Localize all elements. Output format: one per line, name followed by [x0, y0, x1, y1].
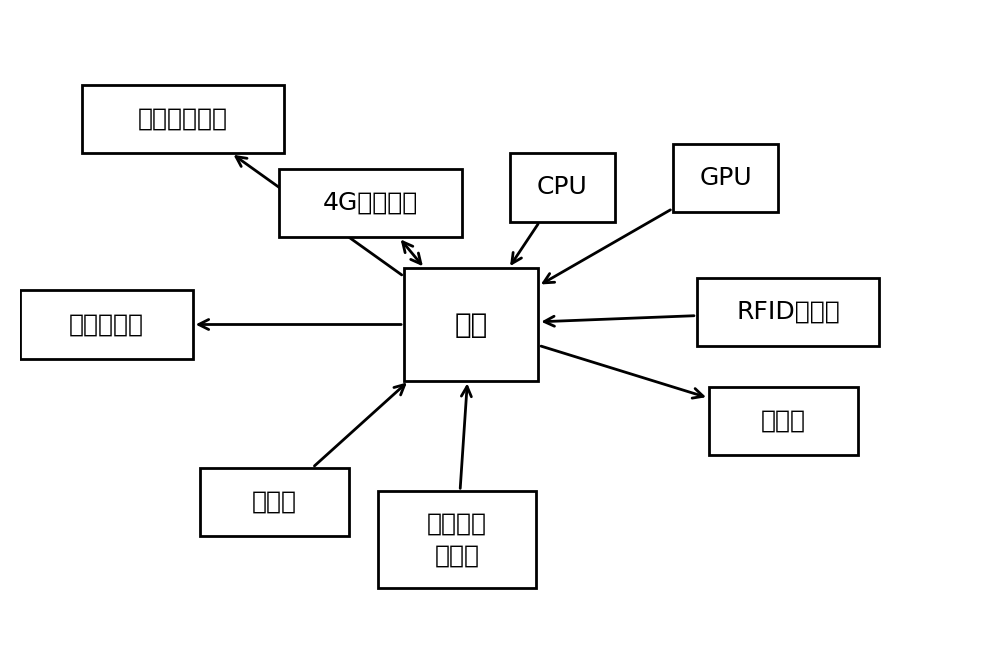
FancyBboxPatch shape	[510, 153, 615, 222]
Text: GPU: GPU	[699, 166, 752, 190]
FancyBboxPatch shape	[20, 290, 193, 359]
FancyBboxPatch shape	[709, 387, 858, 456]
FancyBboxPatch shape	[673, 144, 778, 212]
Text: 北斗定位系统: 北斗定位系统	[138, 107, 228, 131]
Text: RFID读卡器: RFID读卡器	[736, 300, 840, 324]
FancyBboxPatch shape	[378, 491, 536, 588]
Text: 海拔高度
传感器: 海拔高度 传感器	[427, 511, 487, 567]
Text: 无人机主体: 无人机主体	[69, 313, 144, 336]
Text: 主板: 主板	[455, 310, 488, 339]
FancyBboxPatch shape	[200, 468, 349, 536]
Text: 4G数据透传: 4G数据透传	[323, 191, 418, 215]
FancyBboxPatch shape	[82, 84, 284, 153]
FancyBboxPatch shape	[697, 278, 879, 347]
Text: 摄像头: 摄像头	[252, 490, 297, 514]
Text: CPU: CPU	[537, 175, 588, 199]
FancyBboxPatch shape	[279, 169, 462, 238]
FancyBboxPatch shape	[404, 269, 538, 380]
Text: 蜂鸣器: 蜂鸣器	[761, 409, 806, 433]
